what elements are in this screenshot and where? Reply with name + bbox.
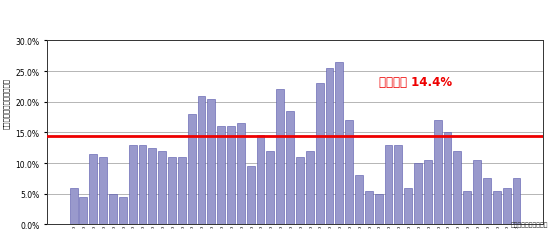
Bar xyxy=(198,96,206,224)
Bar xyxy=(345,121,353,224)
Bar xyxy=(454,151,461,224)
Bar xyxy=(512,179,520,224)
Bar xyxy=(217,127,225,224)
Bar xyxy=(483,179,491,224)
Bar xyxy=(316,84,324,224)
Bar xyxy=(237,124,245,224)
Bar xyxy=(502,188,511,224)
Bar xyxy=(296,157,304,224)
Bar xyxy=(365,191,373,224)
Bar xyxy=(207,99,216,224)
Bar xyxy=(434,121,442,224)
Bar xyxy=(257,136,264,224)
Bar xyxy=(247,166,255,224)
Bar xyxy=(384,145,392,224)
Bar xyxy=(414,163,422,224)
Bar xyxy=(89,154,97,224)
Bar xyxy=(266,151,274,224)
Bar xyxy=(394,145,402,224)
Bar xyxy=(444,133,452,224)
Bar xyxy=(178,157,186,224)
Bar xyxy=(138,145,146,224)
Bar xyxy=(158,151,166,224)
Bar xyxy=(355,176,363,224)
Bar xyxy=(306,151,314,224)
Bar xyxy=(168,157,176,224)
Bar xyxy=(188,114,196,224)
Bar xyxy=(70,188,78,224)
Bar xyxy=(473,160,481,224)
Bar xyxy=(99,157,107,224)
Bar xyxy=(424,160,432,224)
Bar xyxy=(79,197,88,224)
Bar xyxy=(129,145,136,224)
Bar xyxy=(493,191,501,224)
Text: 全国平均 14.4%: 全国平均 14.4% xyxy=(379,75,453,88)
Bar xyxy=(227,127,235,224)
Bar xyxy=(463,191,471,224)
Text: 出典：国土交通省資料: 出典：国土交通省資料 xyxy=(511,221,548,227)
Text: 規格の高い道路を使う割合: 規格の高い道路を使う割合 xyxy=(3,78,10,128)
Bar xyxy=(326,69,334,224)
Bar xyxy=(119,197,127,224)
Bar xyxy=(335,63,343,224)
Bar xyxy=(404,188,412,224)
Bar xyxy=(148,148,156,224)
Bar xyxy=(375,194,383,224)
Bar xyxy=(109,194,117,224)
Bar xyxy=(276,90,284,224)
Bar xyxy=(286,112,294,224)
